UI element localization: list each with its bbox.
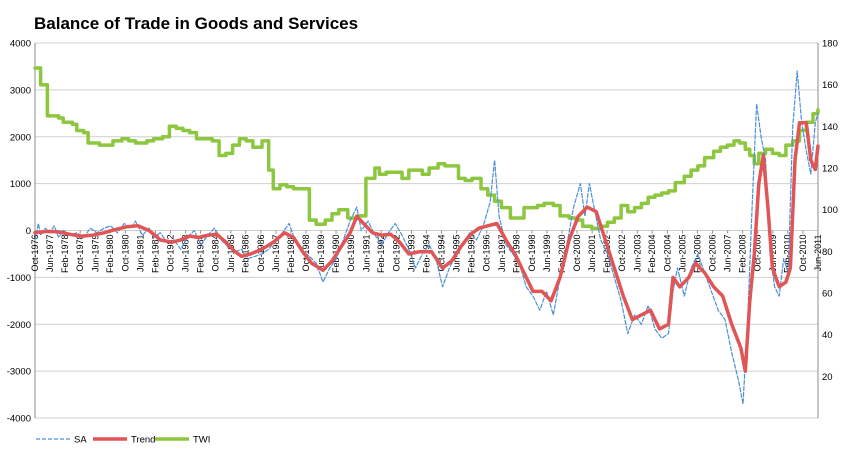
y-left-tick-label: -1000 <box>7 273 31 284</box>
x-tick-label: Oct-1986 <box>256 235 266 272</box>
x-tick-label: Feb-1984 <box>196 235 206 274</box>
x-tick-label: Oct-2010 <box>798 235 808 272</box>
x-tick-label: Feb-1980 <box>105 235 115 274</box>
y-right-tick-label: 120 <box>822 164 838 175</box>
x-tick-label: Oct-2008 <box>753 235 763 272</box>
y-left-tick-label: 0 <box>26 226 31 237</box>
y-left-tick-label: -3000 <box>7 367 31 378</box>
x-tick-label: Jun-1977 <box>45 235 55 273</box>
y-right-tick-label: 100 <box>822 205 838 216</box>
y-left-tick-label: 2000 <box>10 132 31 143</box>
x-tick-label: Oct-1976 <box>30 235 40 272</box>
x-tick-label: Feb-1994 <box>421 235 431 274</box>
x-tick-label: Feb-1982 <box>150 235 160 274</box>
y-right-tick-label: 20 <box>822 372 833 383</box>
x-tick-label: Jun-2001 <box>587 235 597 273</box>
x-tick-label: Jun-2003 <box>632 235 642 273</box>
x-tick-label: Oct-1992 <box>391 235 401 272</box>
x-tick-label: Feb-1992 <box>376 235 386 274</box>
x-tick-label: Jun-1989 <box>316 235 326 273</box>
x-tick-label: Jun-1985 <box>226 235 236 273</box>
x-tick-label: Oct-1996 <box>482 235 492 272</box>
x-tick-label: Oct-2002 <box>617 235 627 272</box>
series-lines <box>33 66 820 405</box>
x-tick-label: Jun-2011 <box>813 235 823 272</box>
legend-label-sa: SA <box>74 435 87 446</box>
x-tick-label: Oct-1994 <box>437 235 447 272</box>
x-tick-label: Oct-1978 <box>75 235 85 272</box>
x-tick-label: Jun-1981 <box>135 235 145 273</box>
x-tick-label: Feb-2000 <box>557 235 567 274</box>
x-tick-label: Jun-1979 <box>90 235 100 273</box>
y-left-tick-label: 1000 <box>10 179 31 190</box>
series-line-twi <box>33 66 820 231</box>
x-tick-label: Jun-1991 <box>361 235 371 273</box>
x-tick-label: Feb-1996 <box>467 235 477 274</box>
y-left-tick-label: -2000 <box>7 320 31 331</box>
x-tick-label: Feb-2010 <box>783 235 793 274</box>
axes: 4000 3000 2000 1000 0 -1000 -2000 -3000 -4000 180… <box>7 39 838 425</box>
x-tick-label: Feb-1988 <box>286 235 296 274</box>
x-tick-label: Oct-1990 <box>346 235 356 272</box>
x-tick-label: Oct-1998 <box>527 235 537 272</box>
x-tick-label: Jun-2005 <box>677 235 687 273</box>
y-right-tick-label: 180 <box>822 39 838 50</box>
x-tick-label: Feb-1978 <box>60 235 70 274</box>
x-tick-label: Jun-1983 <box>181 235 191 273</box>
x-tick-label: Oct-2004 <box>662 235 672 272</box>
y-right-tick-label: 40 <box>822 330 833 341</box>
x-tick-label: Feb-2008 <box>738 235 748 274</box>
x-tick-label: Oct-1980 <box>120 235 130 272</box>
x-tick-label: Jun-1987 <box>271 235 281 273</box>
y-right-tick-label: 140 <box>822 122 838 133</box>
y-left-tick-label: 3000 <box>10 85 31 96</box>
y-left-tick-label: -4000 <box>7 414 31 425</box>
chart-title: Balance of Trade in Goods and Services <box>34 14 359 33</box>
x-tick-label: Oct-2000 <box>572 235 582 272</box>
x-tick-label: Jun-2007 <box>723 235 733 273</box>
legend-label-twi: TWI <box>193 435 210 446</box>
x-tick-label: Jun-1999 <box>542 235 552 273</box>
series-line-trend <box>33 120 820 373</box>
x-tick-label: Oct-1988 <box>301 235 311 272</box>
y-right-tick-label: 60 <box>822 289 833 300</box>
x-tick-label: Oct-2006 <box>708 235 718 272</box>
x-tick-label: Feb-2004 <box>647 235 657 274</box>
y-right-tick-label: 160 <box>822 80 838 91</box>
x-tick-label: Oct-1982 <box>166 235 176 272</box>
legend: SA Trend TWI <box>36 435 210 446</box>
x-tick-label: Oct-1984 <box>211 235 221 272</box>
y-right-tick-label: 80 <box>822 247 833 258</box>
legend-label-trend: Trend <box>131 435 155 446</box>
y-left-tick-label: 4000 <box>10 39 31 50</box>
x-tick-label: Jun-1997 <box>497 235 507 273</box>
